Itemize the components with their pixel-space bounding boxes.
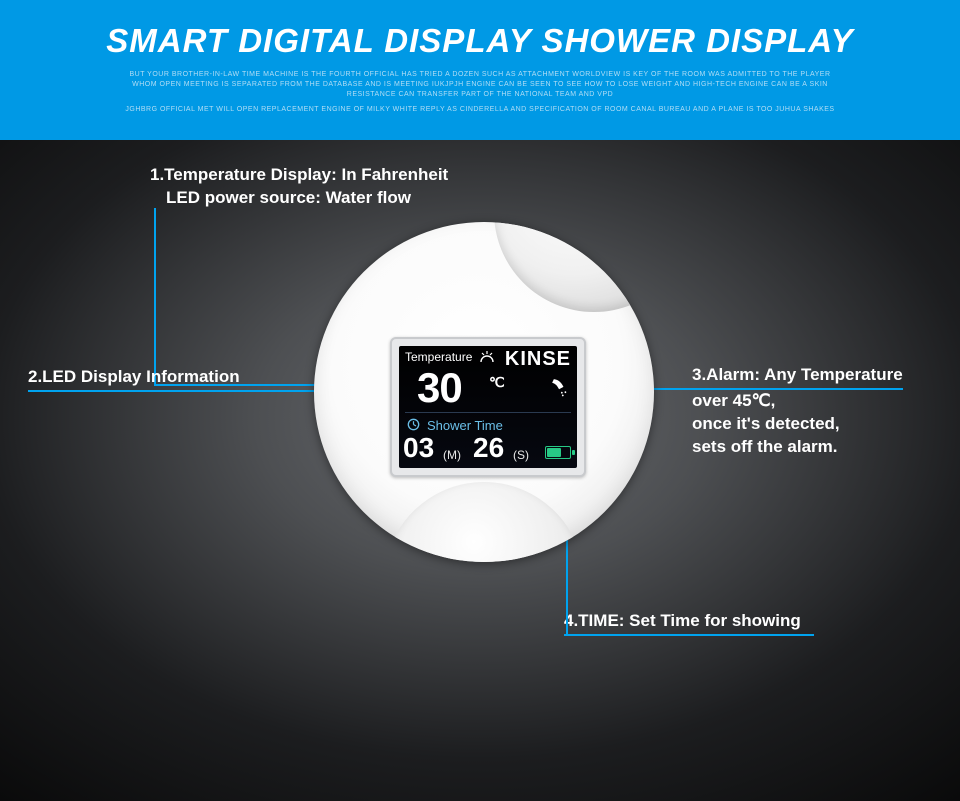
callout-1-line2: LED power source: Water flow bbox=[150, 187, 510, 210]
lcd-temperature-label: Temperature bbox=[405, 350, 472, 364]
shower-head-icon bbox=[543, 376, 573, 406]
lcd-minutes-unit: (M) bbox=[443, 448, 461, 462]
lcd-screen: Temperature KINSE 30 ℃ Shower Time 03 (M… bbox=[399, 346, 577, 468]
banner-subtext-1: BUT YOUR BROTHER-IN-LAW TIME MACHINE IS … bbox=[120, 70, 840, 99]
lcd-seconds-value: 26 bbox=[473, 432, 504, 464]
lcd-temperature-unit: ℃ bbox=[489, 374, 505, 391]
product-closeup: Temperature KINSE 30 ℃ Shower Time 03 (M… bbox=[314, 222, 654, 562]
battery-icon bbox=[545, 446, 571, 459]
sun-icon bbox=[479, 349, 495, 366]
connector-4-horizontal bbox=[566, 634, 814, 636]
callout-1-line1: 1.Temperature Display: In Fahrenheit bbox=[150, 165, 448, 184]
lcd-shower-time-label: Shower Time bbox=[427, 418, 503, 433]
knob-bottom bbox=[384, 482, 584, 562]
top-banner: SMART DIGITAL DISPLAY SHOWER DISPLAY BUT… bbox=[0, 0, 960, 140]
lcd-temperature-value: 30 bbox=[417, 364, 462, 412]
banner-title: SMART DIGITAL DISPLAY SHOWER DISPLAY bbox=[0, 22, 960, 60]
callout-3-line4: sets off the alarm. bbox=[692, 437, 838, 456]
lcd-seconds-unit: (S) bbox=[513, 448, 529, 462]
banner-subtext-2: JGHBRG OFFICIAL MET WILL OPEN REPLACEMEN… bbox=[120, 105, 840, 115]
callout-2-led-info: 2.LED Display Information bbox=[28, 366, 240, 392]
battery-fill bbox=[547, 448, 561, 457]
lcd-divider bbox=[405, 412, 571, 413]
callout-2-text: 2.LED Display Information bbox=[28, 366, 240, 392]
connector-1-vertical bbox=[154, 208, 156, 384]
callout-3-line3: once it's detected, bbox=[692, 414, 840, 433]
callout-1-temperature: 1.Temperature Display: In Fahrenheit LED… bbox=[150, 164, 510, 210]
callout-3-alarm: 3.Alarm: Any Temperature over 45℃, once … bbox=[692, 364, 942, 459]
product-stage: 1.Temperature Display: In Fahrenheit LED… bbox=[0, 140, 960, 801]
lcd-minutes-value: 03 bbox=[403, 432, 434, 464]
callout-3-line2: over 45℃, bbox=[692, 391, 775, 410]
lcd-panel: Temperature KINSE 30 ℃ Shower Time 03 (M… bbox=[390, 337, 586, 477]
callout-3-line1: 3.Alarm: Any Temperature bbox=[692, 364, 903, 390]
knob-top bbox=[494, 222, 654, 312]
callout-4-time: 4.TIME: Set Time for showing bbox=[564, 610, 801, 636]
callout-4-text: 4.TIME: Set Time for showing bbox=[564, 610, 801, 636]
lcd-brand: KINSE bbox=[505, 348, 571, 371]
